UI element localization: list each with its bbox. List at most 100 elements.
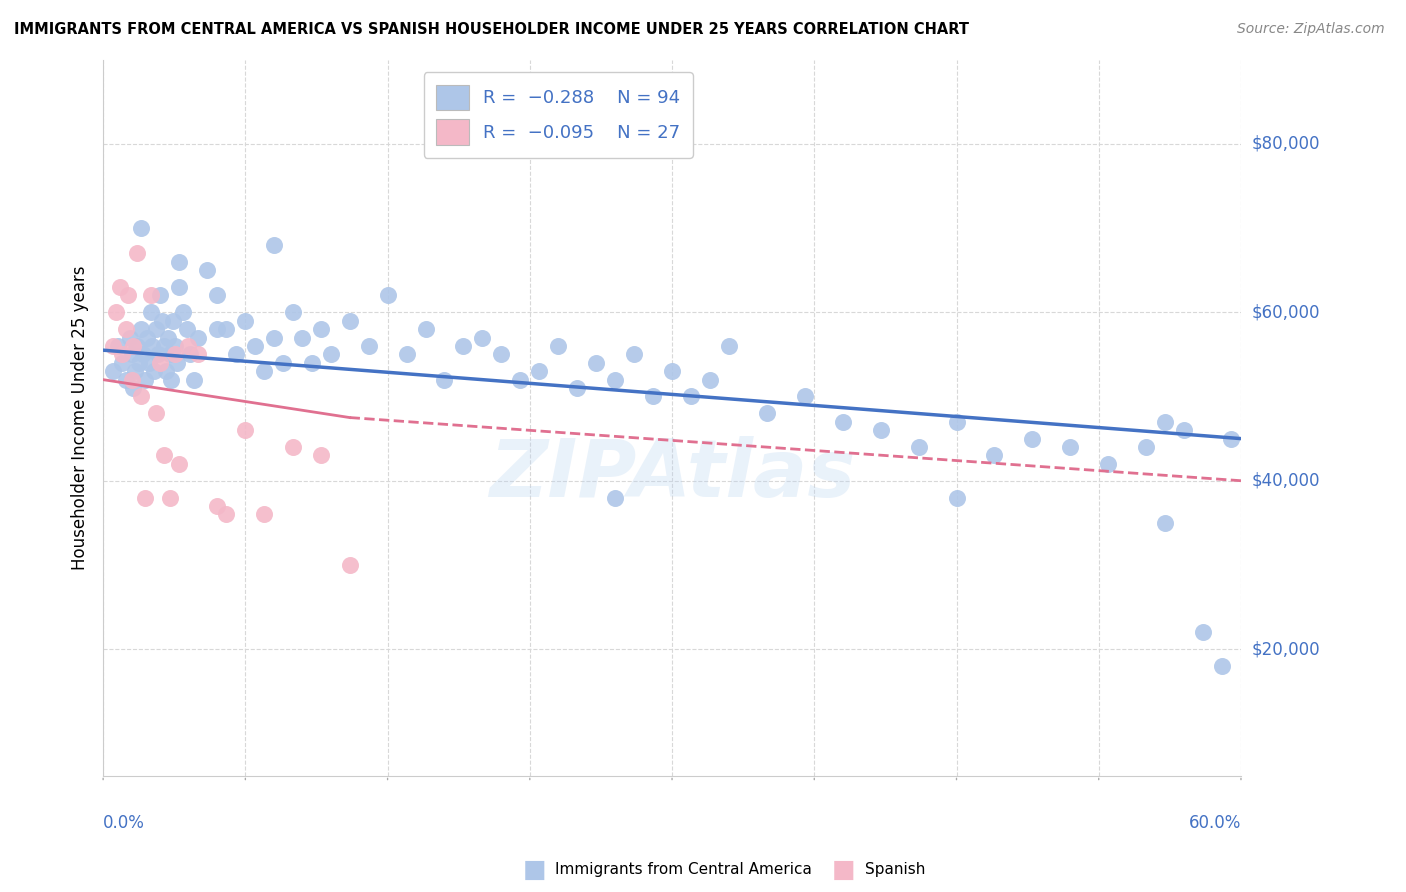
Point bbox=[471, 330, 494, 344]
Point bbox=[945, 491, 967, 505]
Point bbox=[1192, 625, 1215, 640]
Point bbox=[187, 330, 209, 344]
Point bbox=[134, 373, 156, 387]
Point bbox=[253, 364, 276, 378]
Point bbox=[138, 356, 160, 370]
Text: ZIPAtlas: ZIPAtlas bbox=[489, 436, 855, 514]
Point bbox=[215, 508, 238, 522]
Point bbox=[433, 373, 456, 387]
Point bbox=[291, 330, 314, 344]
Point bbox=[160, 373, 183, 387]
Point bbox=[129, 322, 152, 336]
Point bbox=[281, 440, 304, 454]
Point bbox=[641, 390, 664, 404]
Point bbox=[150, 314, 173, 328]
Point bbox=[309, 449, 332, 463]
Point bbox=[1135, 440, 1157, 454]
Point bbox=[153, 339, 176, 353]
Text: $40,000: $40,000 bbox=[1253, 472, 1320, 490]
Point bbox=[567, 381, 589, 395]
Point bbox=[205, 288, 228, 302]
Point bbox=[831, 415, 853, 429]
Point bbox=[1220, 432, 1243, 446]
Point bbox=[197, 263, 219, 277]
Point bbox=[176, 322, 198, 336]
Point bbox=[225, 347, 247, 361]
Point bbox=[263, 238, 285, 252]
Point bbox=[155, 364, 177, 378]
Point bbox=[122, 339, 145, 353]
Point bbox=[105, 305, 128, 319]
Point bbox=[132, 347, 155, 361]
Point bbox=[141, 339, 163, 353]
Point bbox=[793, 390, 815, 404]
Legend: R =  −0.288    N = 94, R =  −0.095    N = 27: R = −0.288 N = 94, R = −0.095 N = 27 bbox=[423, 72, 693, 158]
Point bbox=[122, 381, 145, 395]
Point bbox=[529, 364, 551, 378]
Point bbox=[205, 322, 228, 336]
Point bbox=[377, 288, 399, 302]
Point bbox=[165, 347, 187, 361]
Point bbox=[339, 314, 361, 328]
Point bbox=[135, 330, 157, 344]
Point bbox=[301, 356, 323, 370]
Point bbox=[166, 356, 188, 370]
Point bbox=[263, 330, 285, 344]
Point bbox=[235, 314, 257, 328]
Point bbox=[1059, 440, 1081, 454]
Text: Source: ZipAtlas.com: Source: ZipAtlas.com bbox=[1237, 22, 1385, 37]
Point bbox=[205, 499, 228, 513]
Point bbox=[165, 339, 187, 353]
Point bbox=[111, 356, 134, 370]
Point bbox=[121, 373, 143, 387]
Point bbox=[127, 246, 149, 260]
Text: $80,000: $80,000 bbox=[1253, 135, 1320, 153]
Point bbox=[149, 356, 172, 370]
Point bbox=[717, 339, 740, 353]
Point bbox=[129, 221, 152, 235]
Point bbox=[121, 347, 143, 361]
Point bbox=[253, 508, 276, 522]
Point bbox=[309, 322, 332, 336]
Point bbox=[415, 322, 437, 336]
Text: 60.0%: 60.0% bbox=[1188, 814, 1241, 832]
Point bbox=[159, 347, 181, 361]
Point bbox=[491, 347, 513, 361]
Point bbox=[118, 330, 141, 344]
Point bbox=[983, 449, 1005, 463]
Point bbox=[127, 339, 149, 353]
Point bbox=[215, 322, 238, 336]
Point bbox=[869, 423, 891, 437]
Point bbox=[679, 390, 702, 404]
Point bbox=[167, 254, 190, 268]
Point bbox=[585, 356, 607, 370]
Point bbox=[129, 390, 152, 404]
Point bbox=[623, 347, 645, 361]
Point bbox=[101, 364, 124, 378]
Point bbox=[339, 558, 361, 572]
Point bbox=[509, 373, 531, 387]
Text: $20,000: $20,000 bbox=[1253, 640, 1320, 658]
Point bbox=[1097, 457, 1119, 471]
Text: IMMIGRANTS FROM CENTRAL AMERICA VS SPANISH HOUSEHOLDER INCOME UNDER 25 YEARS COR: IMMIGRANTS FROM CENTRAL AMERICA VS SPANI… bbox=[14, 22, 969, 37]
Text: Immigrants from Central America: Immigrants from Central America bbox=[555, 863, 813, 877]
Point bbox=[319, 347, 342, 361]
Point bbox=[605, 491, 627, 505]
Point bbox=[357, 339, 380, 353]
Point bbox=[149, 288, 172, 302]
Point bbox=[1021, 432, 1043, 446]
Text: ■: ■ bbox=[523, 858, 546, 881]
Point bbox=[143, 364, 166, 378]
Point bbox=[755, 406, 778, 420]
Text: $60,000: $60,000 bbox=[1253, 303, 1320, 321]
Point bbox=[162, 314, 184, 328]
Point bbox=[146, 347, 169, 361]
Point bbox=[1154, 415, 1177, 429]
Point bbox=[235, 423, 257, 437]
Text: ■: ■ bbox=[832, 858, 855, 881]
Point bbox=[179, 347, 201, 361]
Point bbox=[115, 322, 138, 336]
Point bbox=[1211, 659, 1233, 673]
Point bbox=[187, 347, 209, 361]
Point bbox=[124, 364, 146, 378]
